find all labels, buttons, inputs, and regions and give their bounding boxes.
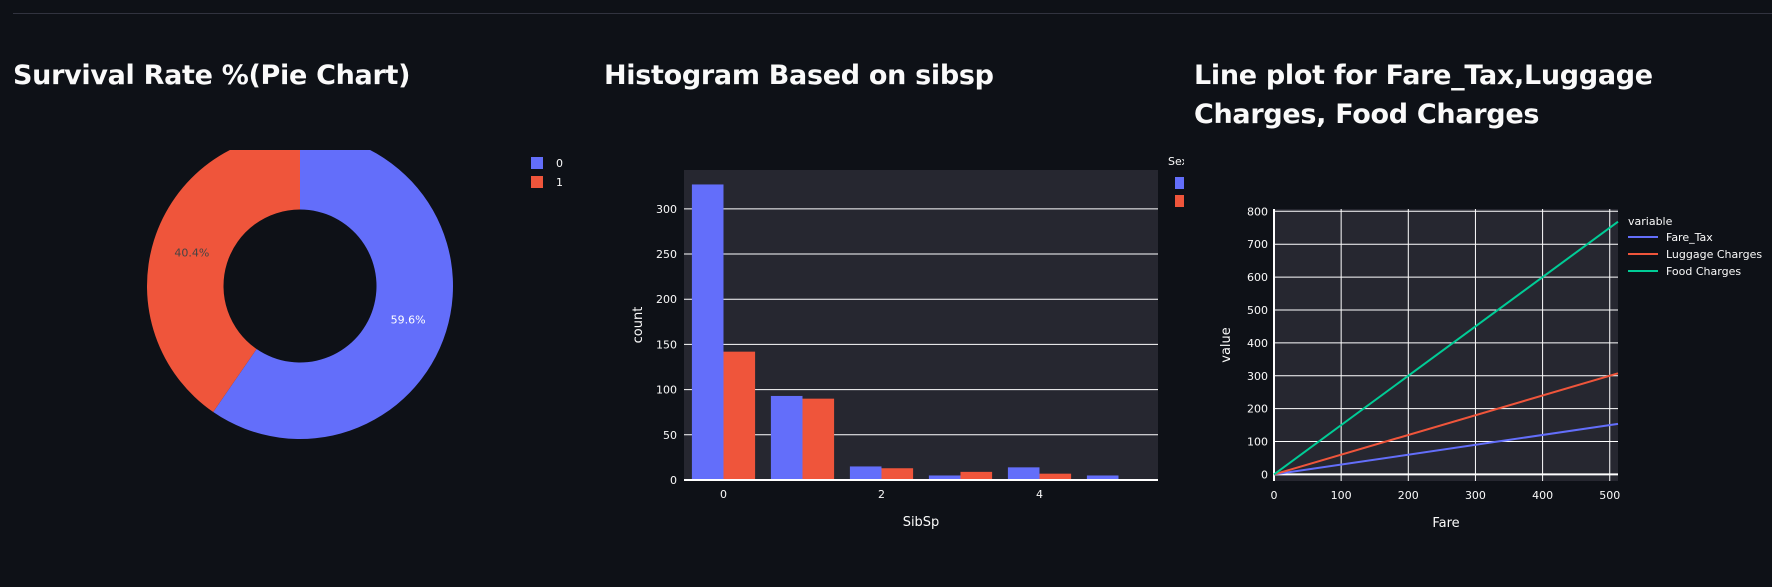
x-tick-label: 0 — [720, 488, 727, 501]
legend-swatch-1 — [531, 176, 543, 188]
series-line-food-charges — [1273, 220, 1619, 476]
x-tick-label: 200 — [1398, 489, 1419, 502]
x-tick-label: 2 — [878, 488, 885, 501]
legend-swatch-female — [1175, 195, 1184, 207]
pie-slice-0 — [213, 150, 453, 439]
bar-female-0 — [723, 351, 756, 480]
series-line-luggage-charges — [1273, 372, 1619, 476]
y-tick-label: 200 — [656, 293, 677, 306]
bar-male-4 — [1007, 467, 1040, 480]
pie-slice-1 — [147, 150, 300, 412]
pie-chart: 59.6% 40.4% 0 1 — [147, 150, 563, 439]
y-tick-label: 0 — [670, 474, 677, 487]
legend-label-1: 1 — [556, 176, 563, 189]
y-tick-label: 500 — [1247, 304, 1268, 317]
histogram-chart: 050100150200250300024SibSpcountSexmalefe… — [631, 155, 1184, 530]
y-tick-label: 300 — [1247, 370, 1268, 383]
y-tick-label: 150 — [656, 338, 677, 351]
line-chart: 0 100 200 300 400 500 0 100 200 300 400 500 600 700 80… — [1219, 205, 1762, 531]
legend-label-fare_tax: Fare_Tax — [1666, 231, 1713, 244]
legend-label-food-charges: Food Charges — [1666, 265, 1741, 278]
bar-male-3 — [928, 475, 961, 480]
bar-male-5 — [1086, 475, 1119, 480]
y-tick-label: 700 — [1247, 238, 1268, 251]
histogram-heading: Histogram Based on sibsp — [604, 60, 994, 91]
bar-male-2 — [849, 466, 882, 480]
y-axis-title: count — [631, 307, 646, 344]
plot-area — [1274, 209, 1618, 481]
bar-female-4 — [1039, 473, 1072, 480]
series-line-fare_tax — [1273, 422, 1619, 476]
x-axis-title: SibSp — [903, 515, 940, 530]
bar-female-1 — [802, 398, 835, 480]
line-plot-heading: Line plot for Fare_Tax,Luggage Charges, … — [1194, 60, 1653, 130]
pie-percent-label: 59.6% — [391, 314, 426, 327]
bar-male-0 — [691, 184, 724, 480]
pie-chart-heading: Survival Rate %(Pie Chart) — [13, 60, 411, 91]
bar-male-1 — [770, 395, 803, 480]
x-tick-label: 4 — [1036, 488, 1043, 501]
y-tick-label: 400 — [1247, 337, 1268, 350]
y-tick-label: 250 — [656, 248, 677, 261]
x-tick-label: 400 — [1532, 489, 1553, 502]
legend-title: variable — [1628, 215, 1673, 228]
legend-swatch-male — [1175, 177, 1184, 189]
x-tick-label: 500 — [1599, 489, 1620, 502]
y-tick-label: 600 — [1247, 271, 1268, 284]
y-tick-label: 0 — [1261, 468, 1268, 481]
bar-female-2 — [881, 468, 914, 480]
y-axis-title: value — [1219, 327, 1234, 363]
y-tick-label: 300 — [656, 203, 677, 216]
legend-label-0: 0 — [556, 157, 563, 170]
pie-percent-label: 40.4% — [174, 246, 209, 259]
legend-swatch-0 — [531, 157, 543, 169]
x-tick-label: 0 — [1271, 489, 1278, 502]
x-axis-title: Fare — [1432, 516, 1459, 531]
plot-area — [684, 170, 1158, 480]
y-tick-label: 100 — [656, 384, 677, 397]
legend-title: Sex — [1168, 155, 1184, 168]
x-tick-label: 100 — [1331, 489, 1352, 502]
bar-female-3 — [960, 471, 993, 480]
y-tick-label: 100 — [1247, 436, 1268, 449]
x-tick-label: 300 — [1465, 489, 1486, 502]
y-tick-label: 800 — [1247, 205, 1268, 218]
y-tick-label: 200 — [1247, 403, 1268, 416]
y-tick-label: 50 — [663, 429, 677, 442]
legend-label-luggage-charges: Luggage Charges — [1666, 248, 1762, 261]
top-divider — [13, 13, 1772, 14]
